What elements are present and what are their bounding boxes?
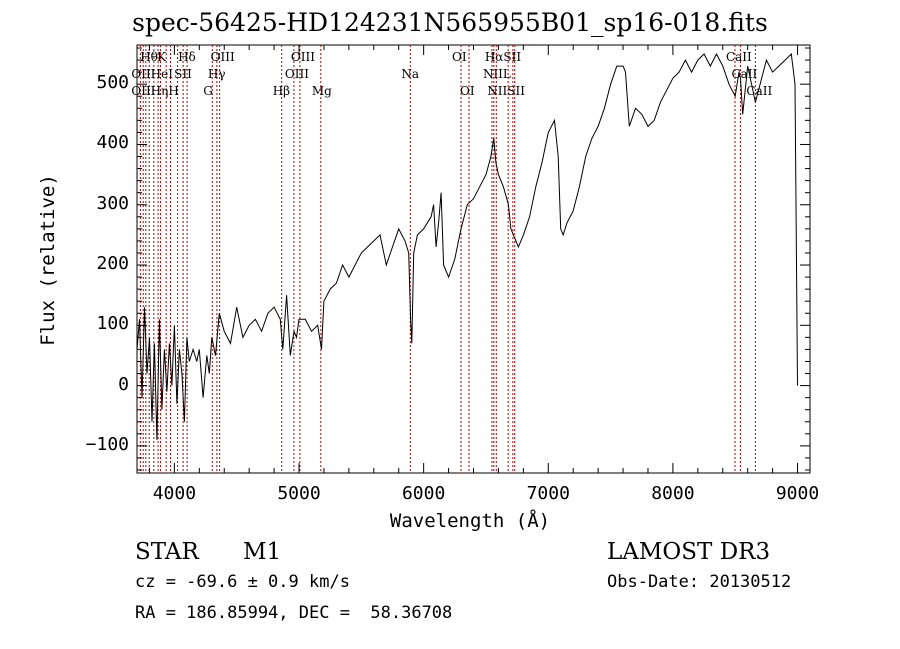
plot-frame (136, 44, 811, 474)
x-tick-label: 4000 (152, 483, 197, 504)
observation-date: Obs-Date: 20130512 (607, 572, 792, 592)
spectral-line-label: OIIHeI (131, 67, 173, 81)
survey-name: LAMOST DR3 (607, 539, 771, 565)
spectral-line-label: Hθ (140, 50, 158, 64)
y-tick-label: −100 (85, 433, 129, 455)
y-tick-label: 100 (96, 313, 129, 335)
reference-lines (139, 45, 756, 473)
spectral-line-label: OIII (284, 67, 309, 81)
spectral-line-label: NIIL (482, 67, 511, 81)
spectral-line-label: OIII (210, 50, 235, 64)
spectral-line-label: HαSII (484, 50, 522, 64)
x-tick-label: 7000 (526, 483, 570, 504)
x-tick-label: 9000 (775, 483, 820, 504)
y-tick-label: 200 (96, 253, 129, 275)
spectral-line-label: CaII (731, 67, 758, 81)
spectral-line-label: G (203, 84, 213, 98)
spectral-line-label: OIIHηH (131, 84, 179, 98)
spectral-line-label: Mg (311, 84, 332, 98)
spectral-line-label: Hδ (178, 50, 196, 64)
y-tick-label: 300 (96, 192, 129, 214)
x-axis-label: Wavelength (Å) (389, 510, 551, 532)
spectral-line-label: OI (460, 84, 475, 98)
spectrum-series-line (136, 52, 798, 440)
spectral-line-label: OI (452, 50, 467, 64)
y-axis-label: Flux (relative) (37, 174, 59, 346)
spectral-line-label: K (157, 50, 167, 64)
x-tick-label: 6000 (401, 483, 446, 504)
x-tick-label: 8000 (651, 483, 695, 504)
spectral-line-label: OIII (290, 50, 315, 64)
object-class: STAR (135, 539, 199, 565)
spectral-line-label: Hγ (207, 67, 226, 81)
spectral-line-label: Na (401, 67, 419, 81)
spectral-line-label: CaII (725, 50, 752, 64)
y-tick-label: 400 (96, 132, 129, 154)
spectral-line-label: SII (174, 67, 192, 81)
chart-title: spec-56425-HD124231N565955B01_sp16-018.f… (132, 8, 768, 37)
redshift-velocity: cz = -69.6 ± 0.9 km/s (135, 572, 350, 592)
axis-ticks (137, 45, 810, 473)
coordinates: RA = 186.85994, DEC = 58.36708 (135, 603, 453, 623)
y-tick-label: 0 (118, 373, 129, 395)
x-tick-label: 5000 (277, 483, 321, 504)
spectral-line-label: NIISII (487, 84, 525, 98)
spectral-line-label: CaII (746, 84, 773, 98)
object-subclass: M1 (243, 539, 282, 565)
spectral-line-label: Hβ (272, 84, 291, 98)
y-tick-label: 500 (96, 72, 129, 94)
